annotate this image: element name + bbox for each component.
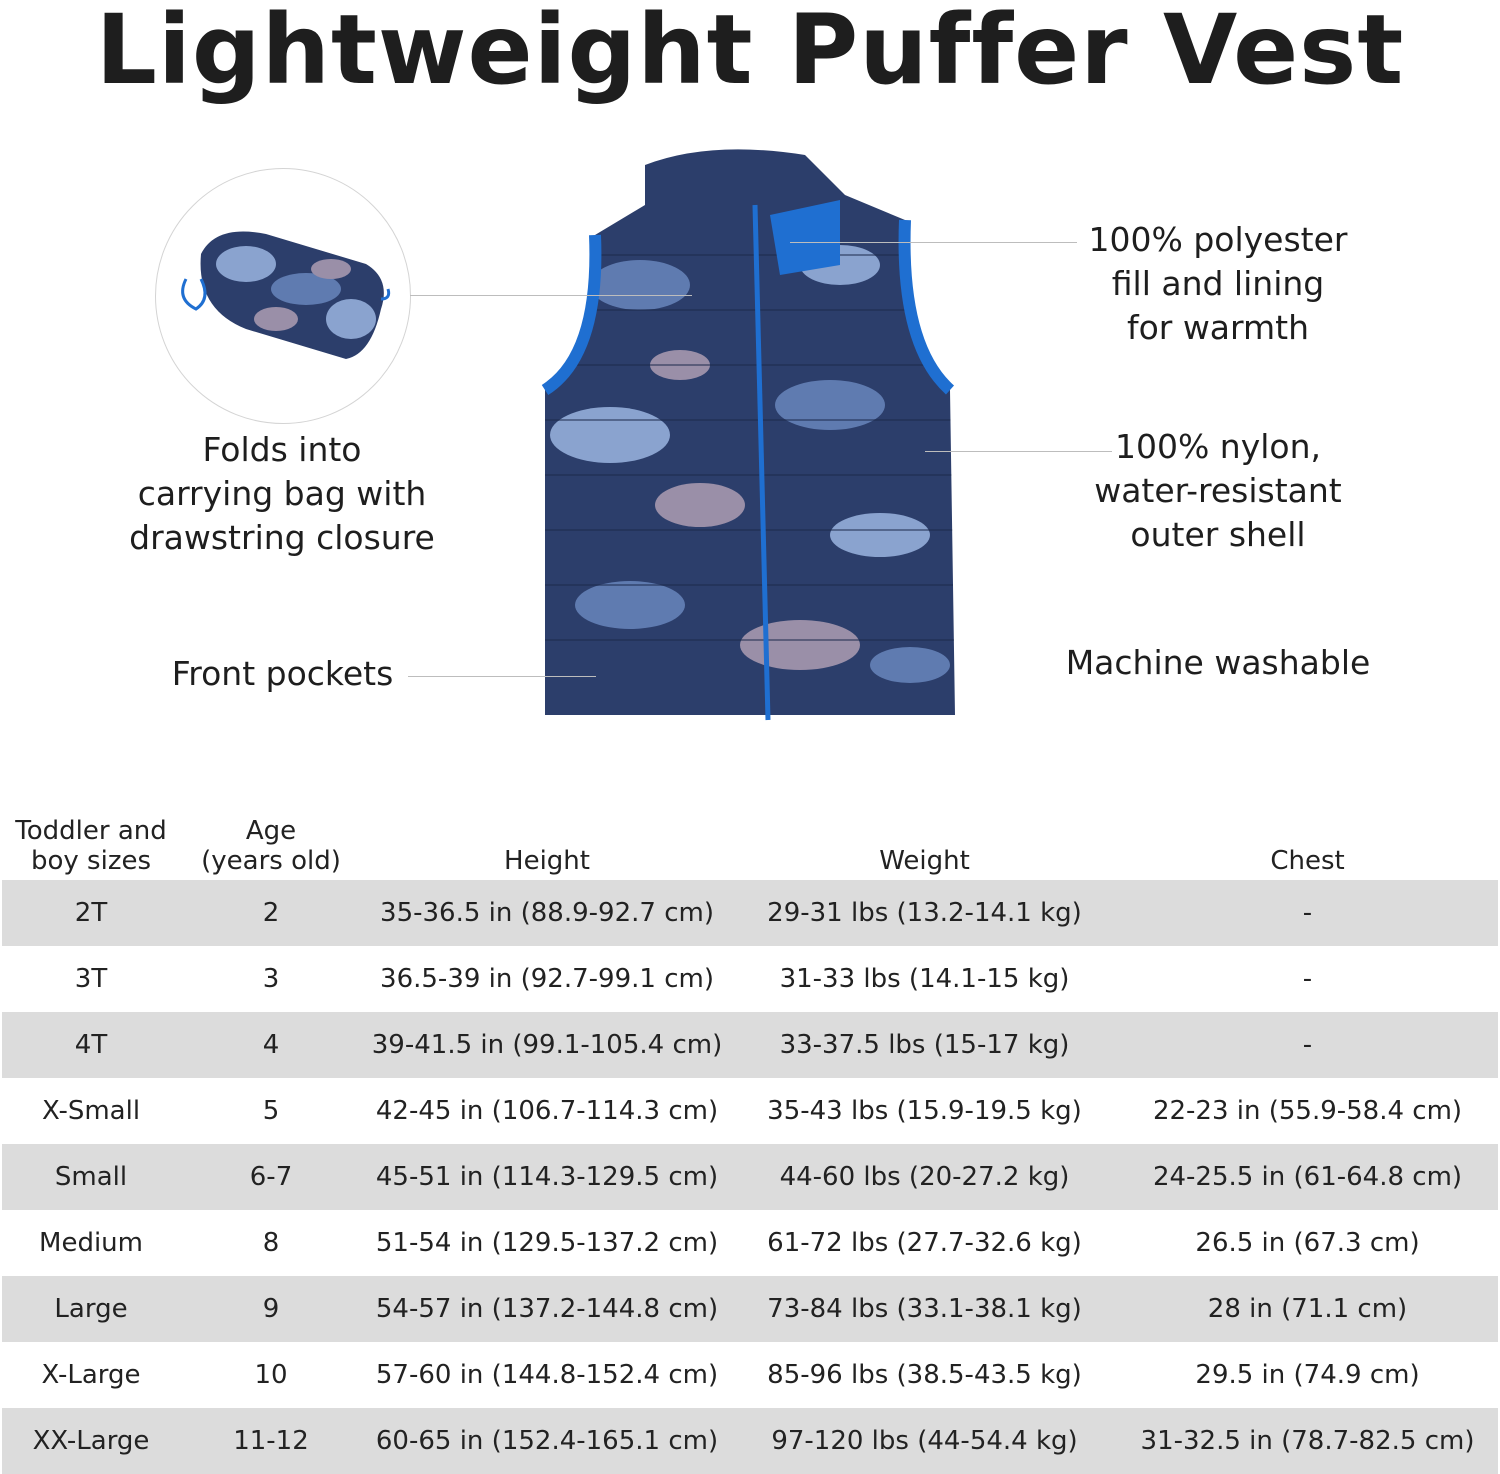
cell-weight: 44-60 lbs (20-27.2 kg) bbox=[732, 1144, 1117, 1210]
cell-height: 45-51 in (114.3-129.5 cm) bbox=[362, 1144, 732, 1210]
feature-fill: 100% polyester fill and lining for warmt… bbox=[1068, 218, 1368, 350]
cell-age: 6-7 bbox=[180, 1144, 362, 1210]
header-height: Height bbox=[504, 846, 590, 876]
feature-text: 100% nylon, bbox=[1114, 427, 1322, 466]
cell-weight: 97-120 lbs (44-54.4 kg) bbox=[732, 1408, 1117, 1474]
cell-weight: 31-33 lbs (14.1-15 kg) bbox=[779, 964, 1070, 994]
cell-weight: 85-96 lbs (38.5-43.5 kg) bbox=[767, 1360, 1082, 1390]
cell-size: 3T bbox=[74, 964, 108, 994]
cell-weight: 29-31 lbs (13.2-14.1 kg) bbox=[732, 880, 1117, 946]
feature-text: fill and lining bbox=[1111, 264, 1325, 303]
feature-text: drawstring closure bbox=[129, 518, 435, 557]
header-weight: Weight bbox=[879, 846, 970, 876]
cell-weight: 73-84 lbs (33.1-38.1 kg) bbox=[732, 1276, 1117, 1342]
cell-chest: 28 in (71.1 cm) bbox=[1117, 1276, 1498, 1342]
puffer-vest-image bbox=[541, 149, 955, 721]
header-size: Toddler and boy sizes bbox=[15, 816, 167, 876]
table-row: Large 9 54-57 in (137.2-144.8 cm) 73-84 lbs… bbox=[2, 1276, 1498, 1342]
cell-chest: 31-32.5 in (78.7-82.5 cm) bbox=[1117, 1408, 1498, 1474]
table-row: Small 6-7 45-51 in (114.3-129.5 cm) 44-60 l… bbox=[2, 1144, 1498, 1210]
header-age: Age (years old) bbox=[201, 816, 341, 876]
table-row: 3T 3 36.5-39 in (92.7-99.1 cm) 31-33 lbs (1… bbox=[2, 946, 1498, 1012]
table-row: 4T 4 39-41.5 in (99.1-105.4 cm) 33-37.5 lbs… bbox=[2, 1012, 1498, 1078]
shell-callout-line bbox=[925, 451, 1112, 452]
feature-pockets: Front pockets bbox=[171, 654, 394, 693]
feature-text: carrying bag with bbox=[137, 474, 427, 513]
cell-age: 9 bbox=[180, 1276, 362, 1342]
feature-text: for warmth bbox=[1126, 308, 1310, 347]
cell-age: 2 bbox=[180, 880, 362, 946]
cell-height: 54-57 in (137.2-144.8 cm) bbox=[362, 1276, 732, 1342]
cell-height: 42-45 in (106.7-114.3 cm) bbox=[375, 1096, 719, 1126]
cell-size: Large bbox=[2, 1276, 180, 1342]
cell-size: Small bbox=[2, 1144, 180, 1210]
bag-callout-line bbox=[410, 295, 692, 296]
cell-size: XX-Large bbox=[2, 1408, 180, 1474]
cell-chest: - bbox=[1117, 880, 1498, 946]
cell-chest: 26.5 in (67.3 cm) bbox=[1195, 1228, 1420, 1258]
cell-weight: 33-37.5 lbs (15-17 kg) bbox=[732, 1012, 1117, 1078]
cell-age: 10 bbox=[254, 1360, 288, 1390]
cell-chest: 24-25.5 in (61-64.8 cm) bbox=[1117, 1144, 1498, 1210]
cell-chest: - bbox=[1302, 964, 1313, 994]
cell-weight: 35-43 lbs (15.9-19.5 kg) bbox=[767, 1096, 1082, 1126]
pockets-callout-line bbox=[408, 676, 596, 677]
table-row: X-Small 5 42-45 in (106.7-114.3 cm) 35-43 l… bbox=[2, 1078, 1498, 1144]
cell-age: 5 bbox=[262, 1096, 280, 1126]
feature-text: outer shell bbox=[1130, 515, 1306, 554]
cell-chest: 22-23 in (55.9-58.4 cm) bbox=[1152, 1096, 1463, 1126]
cell-weight: 61-72 lbs (27.7-32.6 kg) bbox=[767, 1228, 1082, 1258]
cell-chest: - bbox=[1117, 1012, 1498, 1078]
cell-height: 36.5-39 in (92.7-99.1 cm) bbox=[380, 964, 714, 994]
table-row: Medium 8 51-54 in (129.5-137.2 cm) 61-72 lb… bbox=[2, 1210, 1498, 1276]
cell-height: 51-54 in (129.5-137.2 cm) bbox=[375, 1228, 719, 1258]
size-chart-table: Toddler and boy sizes Age (years old) Heig… bbox=[2, 806, 1498, 1474]
cell-size: Medium bbox=[39, 1228, 143, 1258]
cell-size: X-Large bbox=[41, 1360, 141, 1390]
cell-height: 57-60 in (144.8-152.4 cm) bbox=[375, 1360, 719, 1390]
page-title: Lightweight Puffer Vest bbox=[95, 0, 1405, 106]
table-row: XX-Large 11-12 60-65 in (152.4-165.1 cm) 97… bbox=[2, 1408, 1498, 1474]
cell-size: 4T bbox=[2, 1012, 180, 1078]
cell-height: 35-36.5 in (88.9-92.7 cm) bbox=[362, 880, 732, 946]
cell-height: 60-65 in (152.4-165.1 cm) bbox=[362, 1408, 732, 1474]
cell-age: 4 bbox=[180, 1012, 362, 1078]
table-row: 2T 2 35-36.5 in (88.9-92.7 cm) 29-31 lbs (1… bbox=[2, 880, 1498, 946]
feature-bag: Folds into carrying bag with drawstring … bbox=[100, 428, 464, 560]
feature-shell: 100% nylon, water-resistant outer shell bbox=[1068, 425, 1368, 557]
cell-size: X-Small bbox=[41, 1096, 141, 1126]
fill-callout-line bbox=[790, 242, 1077, 243]
cell-age: 3 bbox=[262, 964, 280, 994]
cell-age: 8 bbox=[262, 1228, 280, 1258]
table-row: X-Large 10 57-60 in (144.8-152.4 cm) 85-96 … bbox=[2, 1342, 1498, 1408]
cell-chest: 29.5 in (74.9 cm) bbox=[1195, 1360, 1420, 1390]
carrying-bag-image bbox=[155, 168, 411, 424]
cell-size: 2T bbox=[2, 880, 180, 946]
header-chest: Chest bbox=[1270, 846, 1345, 876]
table-header-row: Toddler and boy sizes Age (years old) Heig… bbox=[2, 806, 1498, 880]
cell-age: 11-12 bbox=[180, 1408, 362, 1474]
feature-washable: Machine washable bbox=[1065, 643, 1371, 682]
feature-text: Folds into bbox=[202, 430, 362, 469]
feature-text: water-resistant bbox=[1094, 471, 1342, 510]
feature-text: 100% polyester bbox=[1088, 220, 1348, 259]
cell-height: 39-41.5 in (99.1-105.4 cm) bbox=[362, 1012, 732, 1078]
